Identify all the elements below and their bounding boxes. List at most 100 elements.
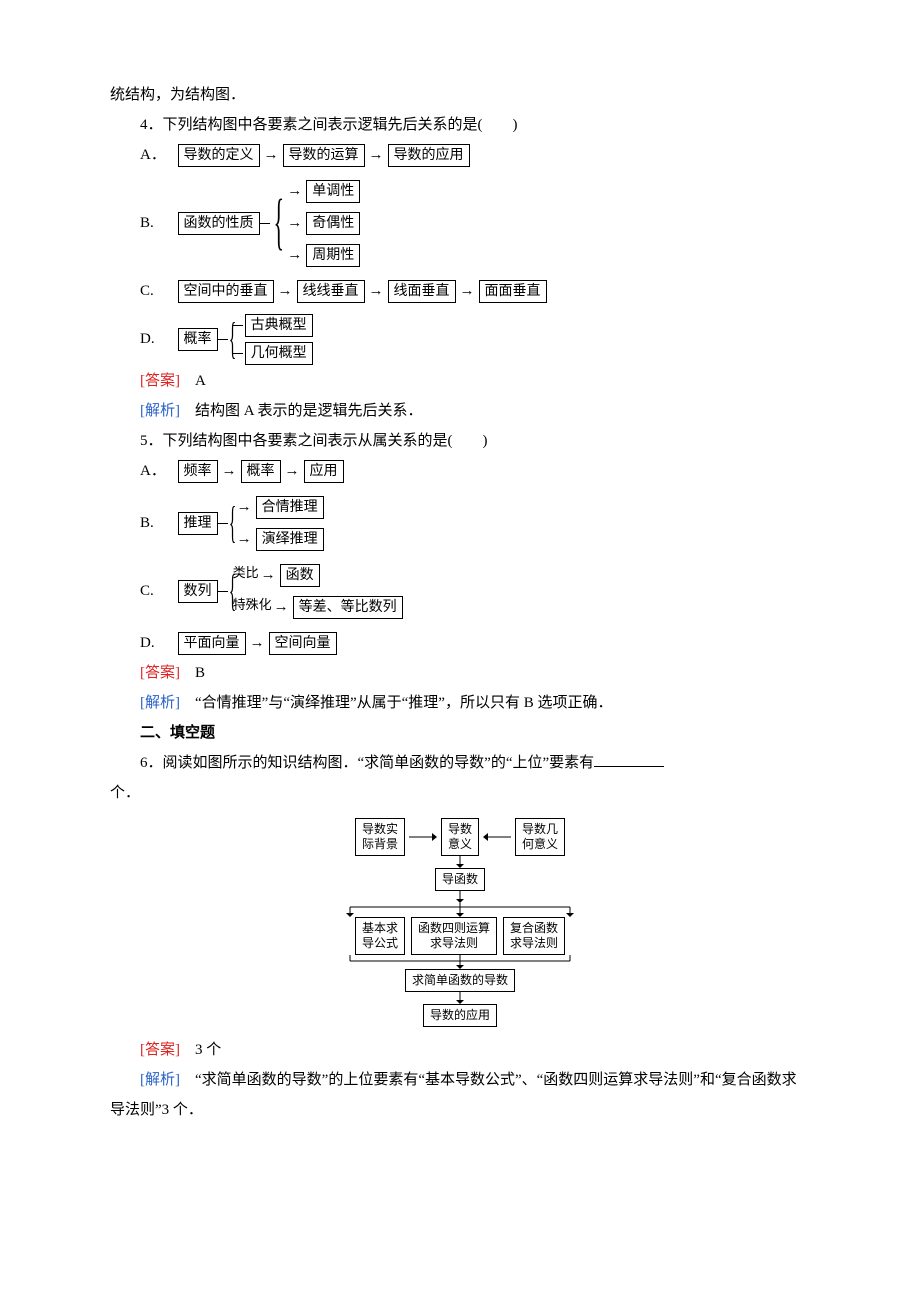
box: 周期性 [306, 244, 360, 267]
connector-line [260, 223, 270, 224]
arrow-icon [270, 856, 650, 868]
q5-analysis: [解析] “合情推理”与“演绎推理”从属于“推理”，所以只有 B 选项正确． [110, 688, 810, 718]
box: 导数的定义 [178, 144, 260, 167]
box: 线面垂直 [388, 280, 456, 303]
arrow-icon [270, 891, 650, 903]
q4-option-a: A． 导数的定义 → 导数的运算 → 导数的应用 [140, 140, 810, 170]
q6-stem: 6．阅读如图所示的知识结构图．“求简单函数的导数”的“上位”要素有 [110, 748, 810, 778]
q4-option-c: C. 空间中的垂直 → 线线垂直 → 线面垂直 → 面面垂直 [140, 276, 810, 306]
box: 概率 [178, 328, 218, 351]
analysis-label: [解析] [140, 1072, 180, 1088]
option-label: D. [140, 324, 178, 354]
box: 应用 [304, 460, 344, 483]
flow-connector [270, 955, 650, 969]
q4-option-d: D. 概率 { 古典概型 几何概型 [140, 312, 810, 366]
answer-label: [答案] [140, 1042, 180, 1058]
answer-label: [答案] [140, 665, 180, 681]
box: 频率 [178, 460, 218, 483]
box: 数列 [178, 580, 218, 603]
option-label: A． [140, 140, 178, 170]
connector-line [218, 523, 228, 524]
box: 平面向量 [178, 632, 246, 655]
flow-box: 导数实 际背景 [355, 818, 405, 856]
q6-analysis: [解析] “求简单函数的导数”的上位要素有“基本导数公式”、“函数四则运算求导法… [110, 1065, 810, 1125]
option-label: C. [140, 276, 178, 306]
arrow-icon: → [283, 240, 306, 270]
option-label: D. [140, 628, 178, 658]
answer-label: [答案] [140, 373, 180, 389]
arrow-icon: → [456, 276, 479, 306]
arrow-icon: → [365, 276, 388, 306]
q5-option-d: D. 平面向量 → 空间向量 [140, 628, 810, 658]
q5-answer: [答案] B [110, 658, 810, 688]
analysis-text: “合情推理”与“演绎推理”从属于“推理”，所以只有 B 选项正确． [195, 695, 612, 711]
arrow-icon [405, 818, 441, 856]
flow-box: 导数的应用 [423, 1004, 497, 1027]
arrow-icon: → [260, 140, 283, 170]
flow-box: 导数 意义 [441, 818, 479, 856]
flow-box: 导数几 何意义 [515, 818, 565, 856]
box: 古典概型 [245, 314, 313, 337]
q5-option-c: C. 数列 { 类比 → 函数 特殊化 → 等差、等比数列 [140, 560, 810, 622]
q4-option-b: B. 函数的性质 { →单调性 →奇偶性 →周期性 [140, 176, 810, 270]
q6-stem-tail: 个． [110, 778, 810, 808]
arrow-icon: → [218, 456, 241, 486]
blank-line [594, 751, 664, 767]
box: 推理 [178, 512, 218, 535]
analysis-label: [解析] [140, 695, 180, 711]
box: 空间向量 [269, 632, 337, 655]
connector-line [218, 591, 228, 592]
q6-stem-a: 6．阅读如图所示的知识结构图．“求简单函数的导数”的“上位”要素有 [140, 755, 594, 771]
box: 面面垂直 [479, 280, 547, 303]
box: 导数的运算 [283, 144, 365, 167]
arrow-icon: → [270, 592, 293, 622]
section-fill-blank: 二、填空题 [110, 718, 810, 748]
q4-stem: 4．下列结构图中各要素之间表示逻辑先后关系的是( ) [110, 110, 810, 140]
flow-box: 导函数 [435, 868, 485, 891]
brace-icon: { [228, 508, 235, 539]
q5-stem: 5．下列结构图中各要素之间表示从属关系的是( ) [110, 426, 810, 456]
box: 奇偶性 [306, 212, 360, 235]
q4-answer: [答案] A [110, 366, 810, 396]
option-label: B. [140, 208, 178, 238]
arrow-icon: → [283, 208, 306, 238]
flow-connector [270, 903, 650, 917]
arrow-icon: → [246, 628, 269, 658]
brace-icon: { [273, 201, 283, 244]
arrow-icon: → [281, 456, 304, 486]
arrow-icon: → [257, 560, 280, 590]
edge-label: 类比 [233, 560, 259, 586]
box: 单调性 [306, 180, 360, 203]
flow-box: 基本求 导公式 [355, 917, 405, 955]
option-label: C. [140, 576, 178, 606]
answer-text: B [195, 665, 205, 681]
box: 线线垂直 [297, 280, 365, 303]
flow-box: 求简单函数的导数 [405, 969, 515, 992]
option-label: A． [140, 456, 178, 486]
analysis-label: [解析] [140, 403, 180, 419]
box: 导数的应用 [388, 144, 470, 167]
q5-option-a: A． 频率 → 概率 → 应用 [140, 456, 810, 486]
brace-icon: { [228, 324, 235, 355]
q4-analysis: [解析] 结构图 A 表示的是逻辑先后关系． [110, 396, 810, 426]
flow-box: 复合函数 求导法则 [503, 917, 565, 955]
connector-line [218, 339, 228, 340]
option-label: B. [140, 508, 178, 538]
q5-option-b: B. 推理 { →合情推理 →演绎推理 [140, 492, 810, 554]
analysis-text: “求简单函数的导数”的上位要素有“基本导数公式”、“函数四则运算求导法则”和“复… [110, 1072, 797, 1118]
arrow-icon: → [365, 140, 388, 170]
flow-box: 函数四则运算 求导法则 [411, 917, 497, 955]
arrow-icon: → [283, 176, 306, 206]
box: 概率 [241, 460, 281, 483]
box: 几何概型 [245, 342, 313, 365]
box: 演绎推理 [256, 528, 324, 551]
arrow-icon [270, 992, 650, 1004]
arrow-icon [479, 818, 515, 856]
box: 合情推理 [256, 496, 324, 519]
q6-answer: [答案] 3 个 [110, 1035, 810, 1065]
prev-fragment: 统结构，为结构图． [110, 80, 810, 110]
box: 函数 [280, 564, 320, 587]
box: 等差、等比数列 [293, 596, 403, 619]
box: 函数的性质 [178, 212, 260, 235]
analysis-text: 结构图 A 表示的是逻辑先后关系． [195, 403, 423, 419]
